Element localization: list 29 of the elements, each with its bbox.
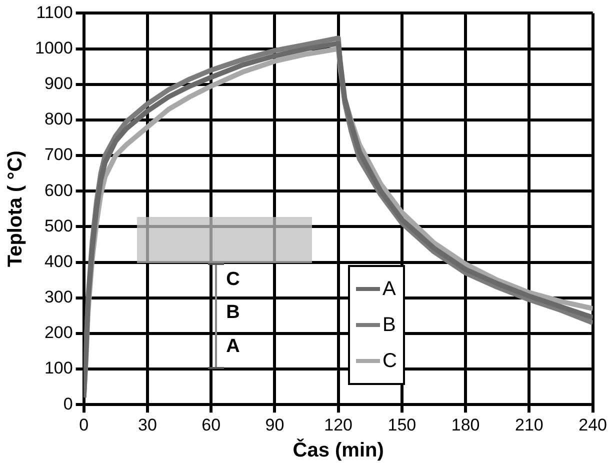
x-tick-label: 60 — [202, 415, 221, 434]
y-tick-label: 800 — [44, 110, 73, 129]
y-tick-label: 900 — [44, 74, 73, 94]
legend-label: A — [382, 276, 396, 302]
y-tick-label: 600 — [44, 180, 73, 200]
y-tick-label: 400 — [44, 252, 73, 271]
y-tick-label: 100 — [44, 358, 73, 378]
legend-label: C — [382, 348, 397, 374]
x-tick-label: 210 — [515, 415, 544, 434]
x-tick-label: 120 — [324, 415, 353, 434]
annotation: C — [226, 268, 240, 291]
x-axis-title: Čas (min) — [292, 438, 384, 462]
x-tick-label: 0 — [79, 415, 89, 434]
y-tick-label: 200 — [44, 323, 73, 342]
x-tick-label: 240 — [578, 415, 608, 434]
y-axis-title: Teplota ( °C) — [4, 150, 27, 268]
legend-label: B — [382, 312, 396, 338]
x-tick-label: 150 — [388, 415, 416, 434]
y-tick-label: 0 — [63, 394, 73, 414]
y-tick-label: 1100 — [36, 2, 73, 22]
y-tick-label: 700 — [44, 145, 73, 164]
y-tick-label: 300 — [44, 288, 73, 307]
annotation: A — [226, 336, 240, 358]
annotation: B — [226, 302, 240, 324]
x-tick-label: 90 — [265, 415, 284, 434]
y-tick-label: 1000 — [34, 38, 73, 58]
x-tick-label: 180 — [451, 415, 480, 434]
x-tick-label: 30 — [138, 415, 157, 434]
y-tick-label: 500 — [44, 216, 73, 236]
